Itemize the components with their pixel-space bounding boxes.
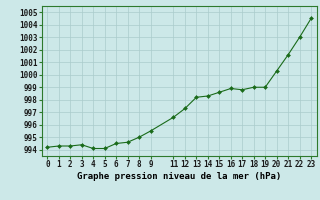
X-axis label: Graphe pression niveau de la mer (hPa): Graphe pression niveau de la mer (hPa)	[77, 172, 281, 181]
